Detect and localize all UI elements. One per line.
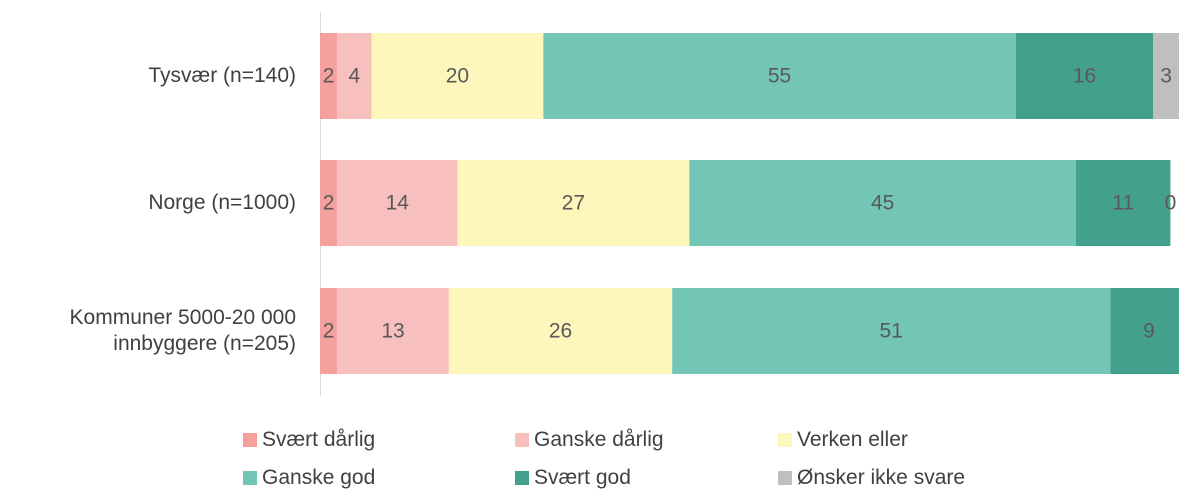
data-label: 13 — [381, 320, 404, 343]
data-label: 16 — [1073, 65, 1096, 88]
y-tick-label: Tysvær (n=140) — [148, 64, 296, 87]
bar-segment — [448, 288, 673, 374]
y-tick-label: Kommuner 5000-20 000 innbyggere (n=205) — [69, 306, 296, 355]
bar-segment — [672, 288, 1111, 374]
bar-segment — [371, 33, 544, 119]
data-label: 51 — [880, 320, 903, 343]
data-label: 2 — [323, 65, 335, 88]
legend-swatch — [243, 471, 257, 485]
data-label: 11 — [1112, 192, 1134, 215]
bar-segment — [689, 160, 1076, 246]
data-label: 45 — [871, 192, 894, 215]
data-label: 27 — [562, 192, 585, 215]
data-label: 14 — [386, 192, 410, 215]
bar-segment — [320, 33, 338, 119]
legend-label: Verken eller — [797, 428, 908, 451]
data-label: 2 — [323, 320, 335, 343]
legend-entry: Svært god — [515, 466, 631, 490]
data-label: 0 — [1165, 192, 1177, 215]
data-label: 2 — [323, 192, 335, 215]
bar-segment — [337, 160, 458, 246]
bar-segment — [320, 160, 338, 246]
legend-entry: Ønsker ikke svare — [778, 466, 965, 490]
data-label: 4 — [349, 65, 361, 88]
bar-segment — [320, 288, 338, 374]
data-label: 9 — [1143, 320, 1155, 343]
legend-entry: Ganske dårlig — [515, 428, 664, 452]
legend-label: Svært dårlig — [262, 428, 376, 451]
data-label: 3 — [1160, 65, 1172, 88]
bar-segment — [1015, 33, 1154, 119]
bar-segment — [1110, 288, 1179, 374]
legend-label: Ganske dårlig — [534, 428, 664, 451]
legend-swatch — [243, 433, 257, 447]
legend-entry: Verken eller — [778, 428, 908, 452]
legend-swatch — [778, 471, 792, 485]
legend-swatch — [515, 433, 529, 447]
legend-entry: Svært dårlig — [243, 428, 375, 452]
y-tick-label: Norge (n=1000) — [148, 191, 296, 214]
legend-label: Svært god — [534, 466, 631, 489]
bar-segment — [457, 160, 690, 246]
data-label: 55 — [768, 65, 791, 88]
legend-label: Ønsker ikke svare — [797, 466, 966, 489]
bar-segment — [1075, 160, 1171, 246]
legend-swatch — [778, 433, 792, 447]
legend-swatch — [515, 471, 529, 485]
legend-entry: Ganske god — [243, 466, 375, 490]
data-label: 26 — [549, 320, 572, 343]
bar-segment — [1153, 33, 1179, 119]
bar-segment — [543, 33, 1016, 119]
legend-label: Ganske god — [262, 466, 376, 489]
data-label: 20 — [446, 65, 469, 88]
bar-segment — [337, 33, 372, 119]
bar-segment — [337, 288, 449, 374]
